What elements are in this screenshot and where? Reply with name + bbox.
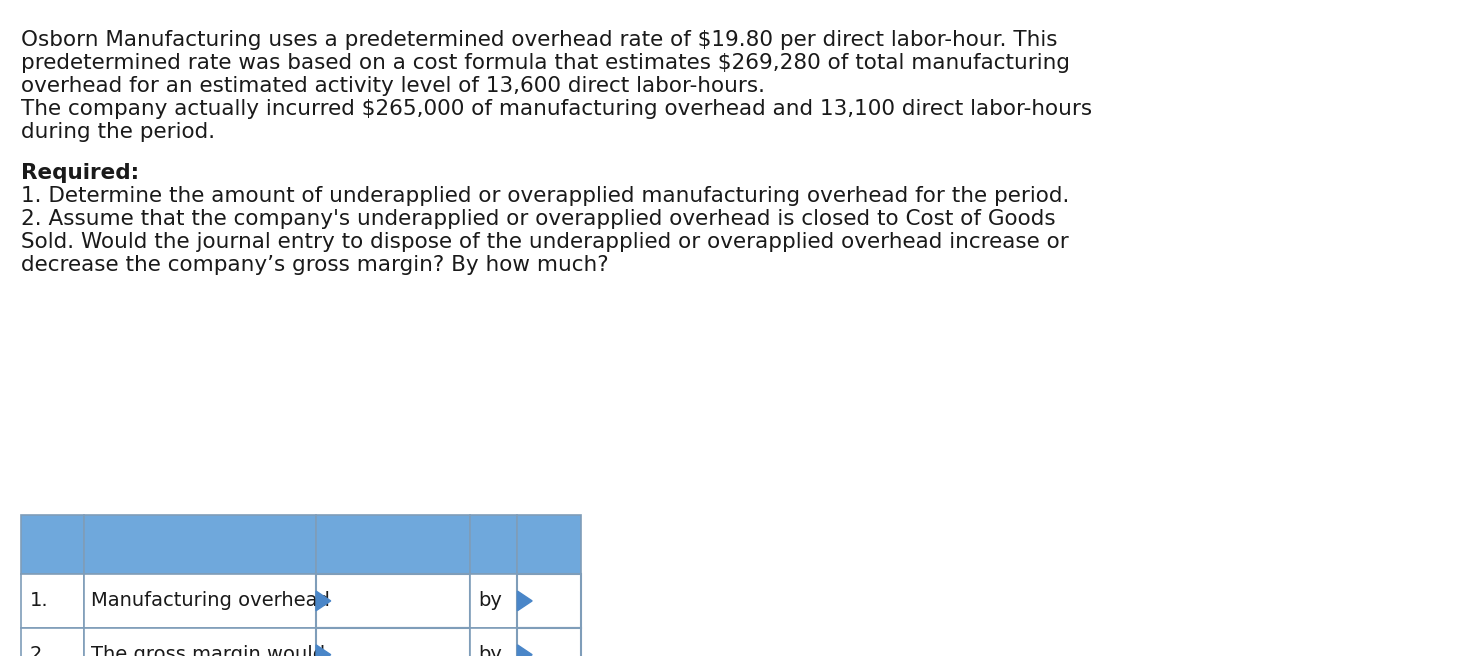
Text: The company actually incurred $265,000 of manufacturing overhead and 13,100 dire: The company actually incurred $265,000 o… [21, 98, 1092, 119]
Text: decrease the company’s gross margin? By how much?: decrease the company’s gross margin? By … [21, 255, 609, 275]
Polygon shape [316, 591, 331, 611]
Bar [21, 574, 84, 628]
Text: by: by [478, 592, 501, 610]
Bar [316, 628, 470, 656]
Text: overhead for an estimated activity level of 13,600 direct labor-hours.: overhead for an estimated activity level… [21, 75, 764, 96]
Bar [84, 574, 316, 628]
Text: by: by [478, 646, 501, 656]
Bar [21, 628, 84, 656]
Text: Manufacturing overhead: Manufacturing overhead [91, 592, 329, 610]
Text: 1.: 1. [29, 592, 49, 610]
Text: predetermined rate was based on a cost formula that estimates $269,280 of total : predetermined rate was based on a cost f… [21, 52, 1070, 73]
Text: during the period.: during the period. [21, 121, 215, 142]
Polygon shape [517, 645, 532, 656]
Text: 2. Assume that the company's underapplied or overapplied overhead is closed to C: 2. Assume that the company's underapplie… [21, 209, 1055, 229]
Bar [84, 628, 316, 656]
Bar [84, 515, 316, 574]
Bar [316, 515, 470, 574]
Text: Required:: Required: [21, 163, 138, 183]
Bar [517, 628, 581, 656]
Bar [470, 574, 517, 628]
Bar [470, 515, 517, 574]
Bar [517, 574, 581, 628]
Text: The gross margin would: The gross margin would [91, 646, 325, 656]
Text: Osborn Manufacturing uses a predetermined overhead rate of $19.80 per direct lab: Osborn Manufacturing uses a predetermine… [21, 30, 1057, 49]
Text: 1. Determine the amount of underapplied or overapplied manufacturing overhead fo: 1. Determine the amount of underapplied … [21, 186, 1069, 206]
Polygon shape [517, 591, 532, 611]
Bar [517, 515, 581, 574]
Polygon shape [316, 645, 331, 656]
Bar [470, 628, 517, 656]
Bar [316, 574, 470, 628]
Text: 2.: 2. [29, 646, 49, 656]
Text: Sold. Would the journal entry to dispose of the underapplied or overapplied over: Sold. Would the journal entry to dispose… [21, 232, 1069, 252]
Bar [21, 515, 84, 574]
